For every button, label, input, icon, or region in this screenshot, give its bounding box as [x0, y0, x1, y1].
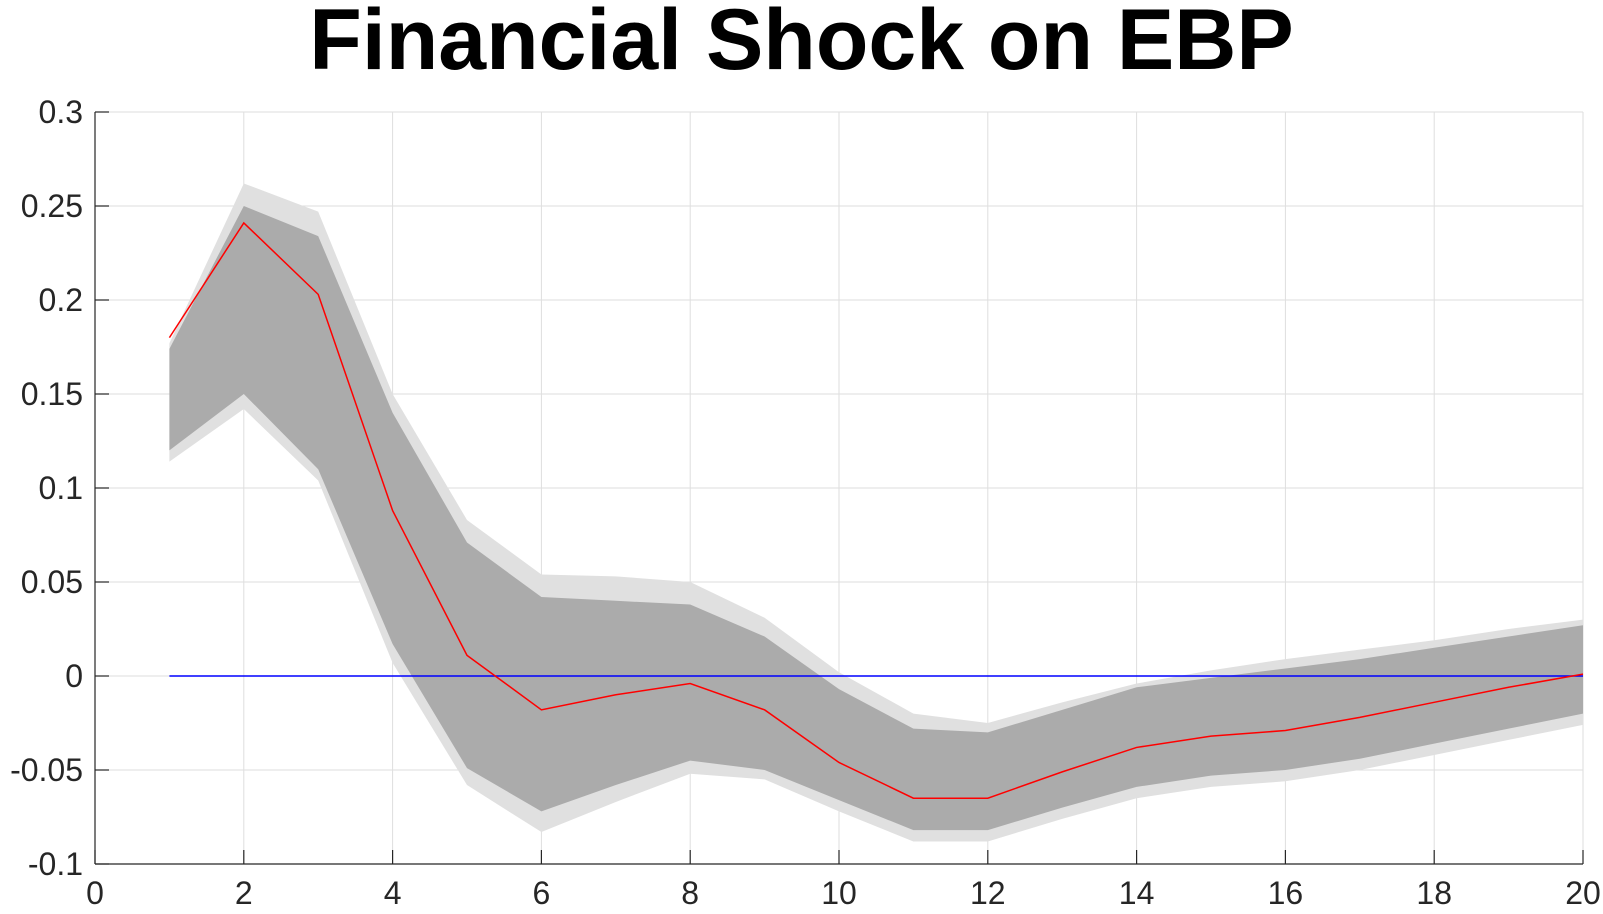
- y-tick-label: 0.25: [21, 188, 83, 224]
- confidence-bands: [169, 183, 1583, 842]
- x-tick-label: 20: [1565, 875, 1601, 911]
- x-axis-ticks: 0 2 4 6 8 10 12 14 16 18 20: [86, 850, 1601, 911]
- x-tick-label: 0: [86, 875, 104, 911]
- y-tick-label: 0: [65, 658, 83, 694]
- x-tick-label: 8: [681, 875, 699, 911]
- chart-title: Financial Shock on EBP: [309, 0, 1294, 88]
- x-tick-label: 14: [1119, 875, 1155, 911]
- y-tick-label: 0.1: [39, 470, 83, 506]
- x-tick-label: 18: [1416, 875, 1452, 911]
- impulse-response-line: [168, 221, 1584, 799]
- y-tick-label: 0.15: [21, 376, 83, 412]
- y-tick-label: -0.05: [10, 752, 83, 788]
- x-tick-label: 12: [970, 875, 1006, 911]
- inner-confidence-band: [169, 206, 1583, 831]
- y-tick-label: 0.3: [39, 94, 83, 130]
- y-tick-label: 0.2: [39, 282, 83, 318]
- x-tick-label: 2: [235, 875, 253, 911]
- x-tick-label: 10: [821, 875, 857, 911]
- y-tick-label: -0.1: [28, 846, 83, 882]
- x-tick-label: 16: [1268, 875, 1304, 911]
- series-lines: [168, 221, 1584, 799]
- y-tick-label: 0.05: [21, 564, 83, 600]
- x-tick-label: 4: [384, 875, 402, 911]
- y-axis-ticks: -0.1 -0.05 0 0.05 0.1 0.15 0.2 0.25 0.3: [10, 94, 109, 882]
- x-tick-label: 6: [533, 875, 551, 911]
